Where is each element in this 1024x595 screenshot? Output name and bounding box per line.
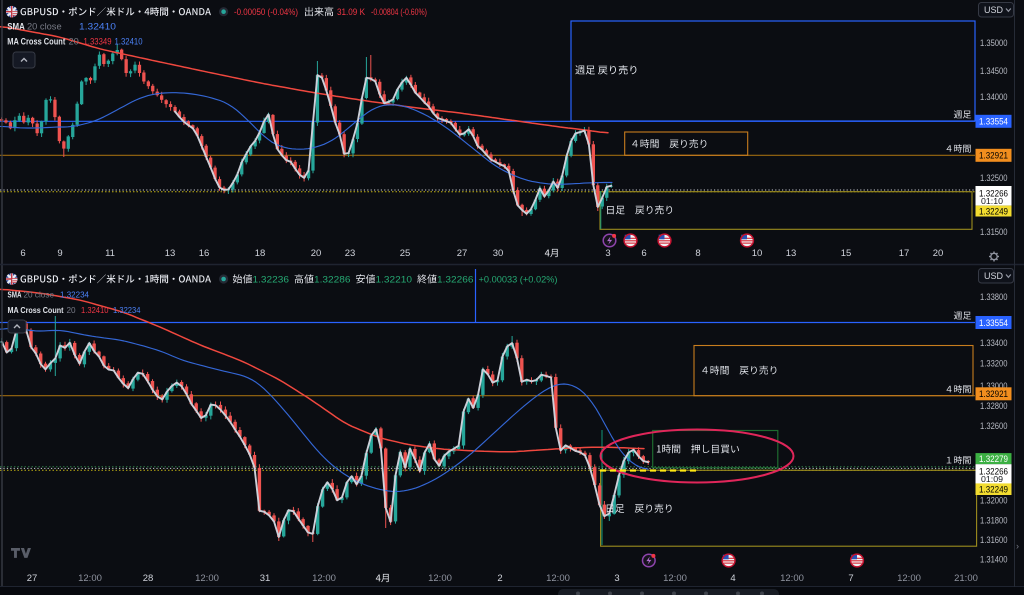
svg-text:SMA: SMA: [8, 291, 22, 300]
svg-text:27: 27: [27, 573, 38, 584]
svg-text:1.33200: 1.33200: [980, 358, 1008, 368]
svg-text:1.31800: 1.31800: [980, 515, 1008, 525]
svg-text:1.32279: 1.32279: [979, 454, 1008, 464]
svg-text:3: 3: [605, 248, 610, 259]
svg-text:USD: USD: [984, 271, 1004, 281]
svg-text:2: 2: [497, 573, 502, 584]
svg-text:1.32210: 1.32210: [376, 274, 413, 285]
svg-text:1.32234: 1.32234: [113, 306, 141, 315]
svg-text:›: ›: [1016, 541, 1019, 551]
svg-text:1.32600: 1.32600: [980, 421, 1008, 431]
svg-text:1.32266: 1.32266: [437, 274, 474, 285]
svg-text:1.32266: 1.32266: [979, 188, 1008, 198]
svg-text:1.34000: 1.34000: [980, 92, 1008, 102]
svg-text:-0.00050 (-0.04%): -0.00050 (-0.04%): [234, 7, 298, 18]
svg-text:12:00: 12:00: [78, 573, 102, 584]
svg-text:6: 6: [641, 248, 646, 259]
svg-text:20 close: 20 close: [24, 291, 55, 300]
svg-text:1.32236: 1.32236: [253, 274, 290, 285]
svg-text:7: 7: [848, 573, 853, 584]
svg-text:10: 10: [752, 248, 763, 259]
svg-text:1.32286: 1.32286: [314, 274, 351, 285]
svg-text:1.32266: 1.32266: [979, 467, 1008, 477]
svg-text:1.32921: 1.32921: [979, 389, 1008, 399]
svg-text:1.33800: 1.33800: [980, 292, 1008, 302]
svg-text:17: 17: [899, 248, 910, 259]
svg-text:20: 20: [933, 248, 944, 259]
svg-text:4: 4: [730, 573, 735, 584]
svg-text:6: 6: [20, 248, 25, 259]
svg-text:1.32921: 1.32921: [979, 151, 1008, 161]
svg-text:12:00: 12:00: [897, 573, 921, 584]
svg-text:1.34500: 1.34500: [980, 66, 1008, 76]
svg-text:20: 20: [69, 37, 79, 47]
svg-text:12:00: 12:00: [663, 573, 687, 584]
svg-text:12:00: 12:00: [546, 573, 570, 584]
svg-text:1.32500: 1.32500: [980, 173, 1008, 183]
svg-text:16: 16: [199, 248, 210, 259]
svg-text:23: 23: [345, 248, 356, 259]
svg-text:1.32249: 1.32249: [979, 485, 1008, 495]
svg-text:USD: USD: [984, 5, 1004, 15]
svg-text:20: 20: [67, 306, 77, 315]
svg-text:28: 28: [143, 573, 154, 584]
svg-text:30: 30: [493, 248, 504, 259]
svg-text:9: 9: [57, 248, 62, 259]
svg-text:1.31500: 1.31500: [980, 227, 1008, 237]
svg-text:1.31400: 1.31400: [980, 554, 1008, 564]
svg-text:18: 18: [255, 248, 266, 259]
svg-text:1.32410: 1.32410: [81, 306, 109, 315]
svg-text:12:00: 12:00: [428, 573, 452, 584]
svg-text:1.33554: 1.33554: [979, 117, 1008, 127]
svg-text:MA Cross Count: MA Cross Count: [7, 37, 65, 47]
svg-text:+0.00033 (+0.02%): +0.00033 (+0.02%): [479, 274, 558, 285]
svg-text:MA Cross Count: MA Cross Count: [8, 306, 64, 315]
svg-text:12:00: 12:00: [195, 573, 219, 584]
svg-text:1.33349: 1.33349: [84, 37, 112, 47]
svg-text:1.32234: 1.32234: [60, 291, 89, 300]
svg-text:1.33400: 1.33400: [980, 338, 1008, 348]
svg-text:3: 3: [614, 573, 619, 584]
svg-text:1.32410: 1.32410: [115, 37, 143, 47]
svg-text:01:09: 01:09: [981, 474, 1003, 484]
svg-text:1.32410: 1.32410: [79, 22, 116, 32]
svg-text:11: 11: [105, 248, 115, 259]
svg-text:13: 13: [165, 248, 176, 259]
svg-text:1.32800: 1.32800: [980, 401, 1008, 411]
svg-text:20 close: 20 close: [27, 22, 62, 32]
svg-text:01:10: 01:10: [981, 196, 1003, 206]
svg-text:1.33554: 1.33554: [979, 318, 1008, 328]
svg-text:1.32000: 1.32000: [980, 495, 1008, 505]
svg-text:12:00: 12:00: [780, 573, 804, 584]
svg-text:31: 31: [260, 573, 271, 584]
svg-text:20: 20: [311, 248, 322, 259]
svg-text:1.31600: 1.31600: [980, 535, 1008, 545]
svg-text:25: 25: [400, 248, 411, 259]
svg-text:31.09 K: 31.09 K: [337, 7, 366, 18]
svg-text:1.35000: 1.35000: [980, 38, 1008, 48]
svg-text:15: 15: [841, 248, 852, 259]
svg-text:-0.00804 (-0.60%): -0.00804 (-0.60%): [371, 7, 427, 18]
svg-text:SMA: SMA: [7, 22, 25, 32]
svg-text:1.32249: 1.32249: [979, 206, 1008, 216]
svg-text:27: 27: [457, 248, 468, 259]
svg-text:13: 13: [786, 248, 797, 259]
svg-text:12:00: 12:00: [312, 573, 336, 584]
svg-text:1.33000: 1.33000: [980, 381, 1008, 391]
svg-text:8: 8: [695, 248, 700, 259]
svg-text:21:00: 21:00: [954, 573, 978, 584]
